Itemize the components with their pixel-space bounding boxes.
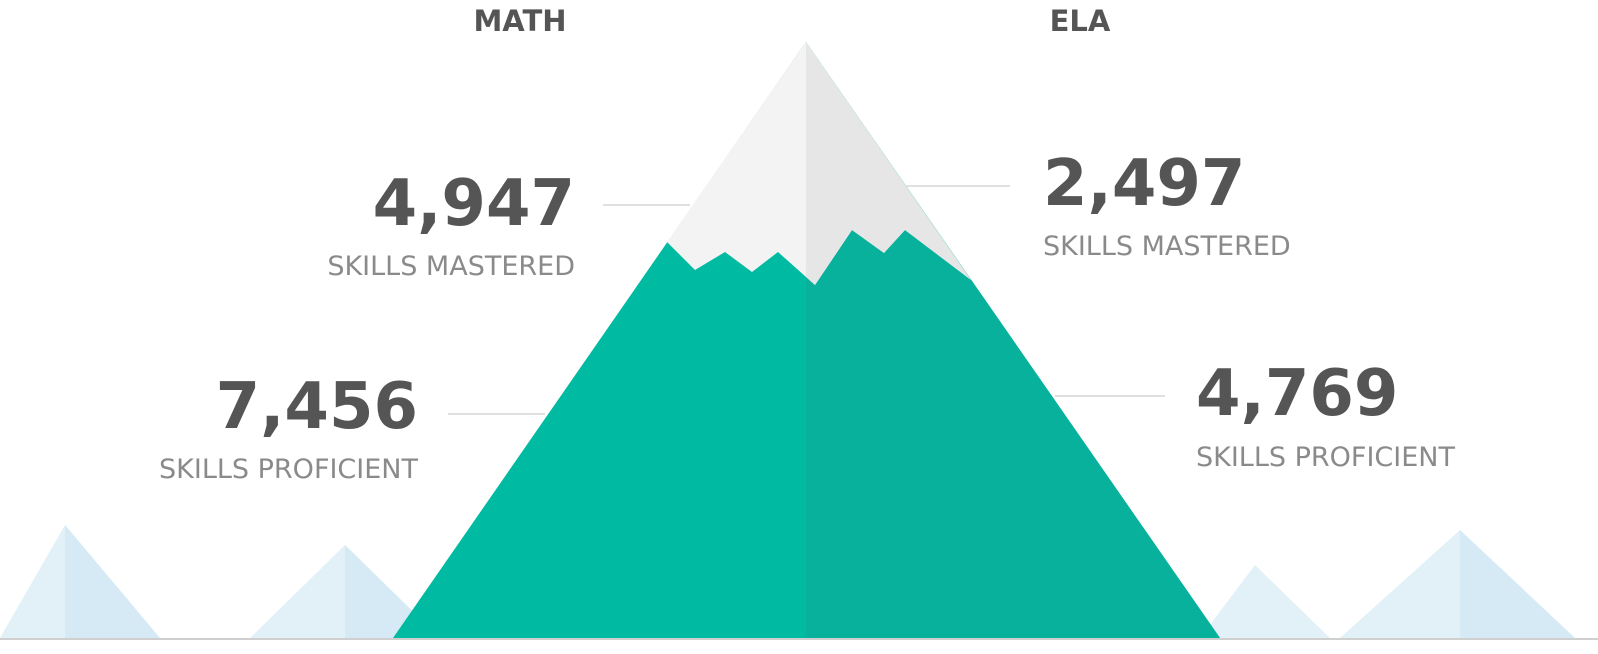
stat-number: 4,947 [373, 167, 575, 241]
subject-heading: ELA [1050, 4, 1111, 38]
subject-heading: MATH [473, 4, 566, 38]
stat-label: SKILLS PROFICIENT [1196, 442, 1455, 473]
main-mountain [393, 42, 1220, 638]
stat-number: 4,769 [1196, 357, 1398, 431]
stat-number: 7,456 [216, 370, 418, 444]
stat-label: SKILLS MASTERED [327, 251, 575, 282]
stat-label: SKILLS PROFICIENT [159, 454, 418, 485]
stat-number: 2,497 [1043, 147, 1245, 221]
stat-label: SKILLS MASTERED [1043, 231, 1291, 262]
